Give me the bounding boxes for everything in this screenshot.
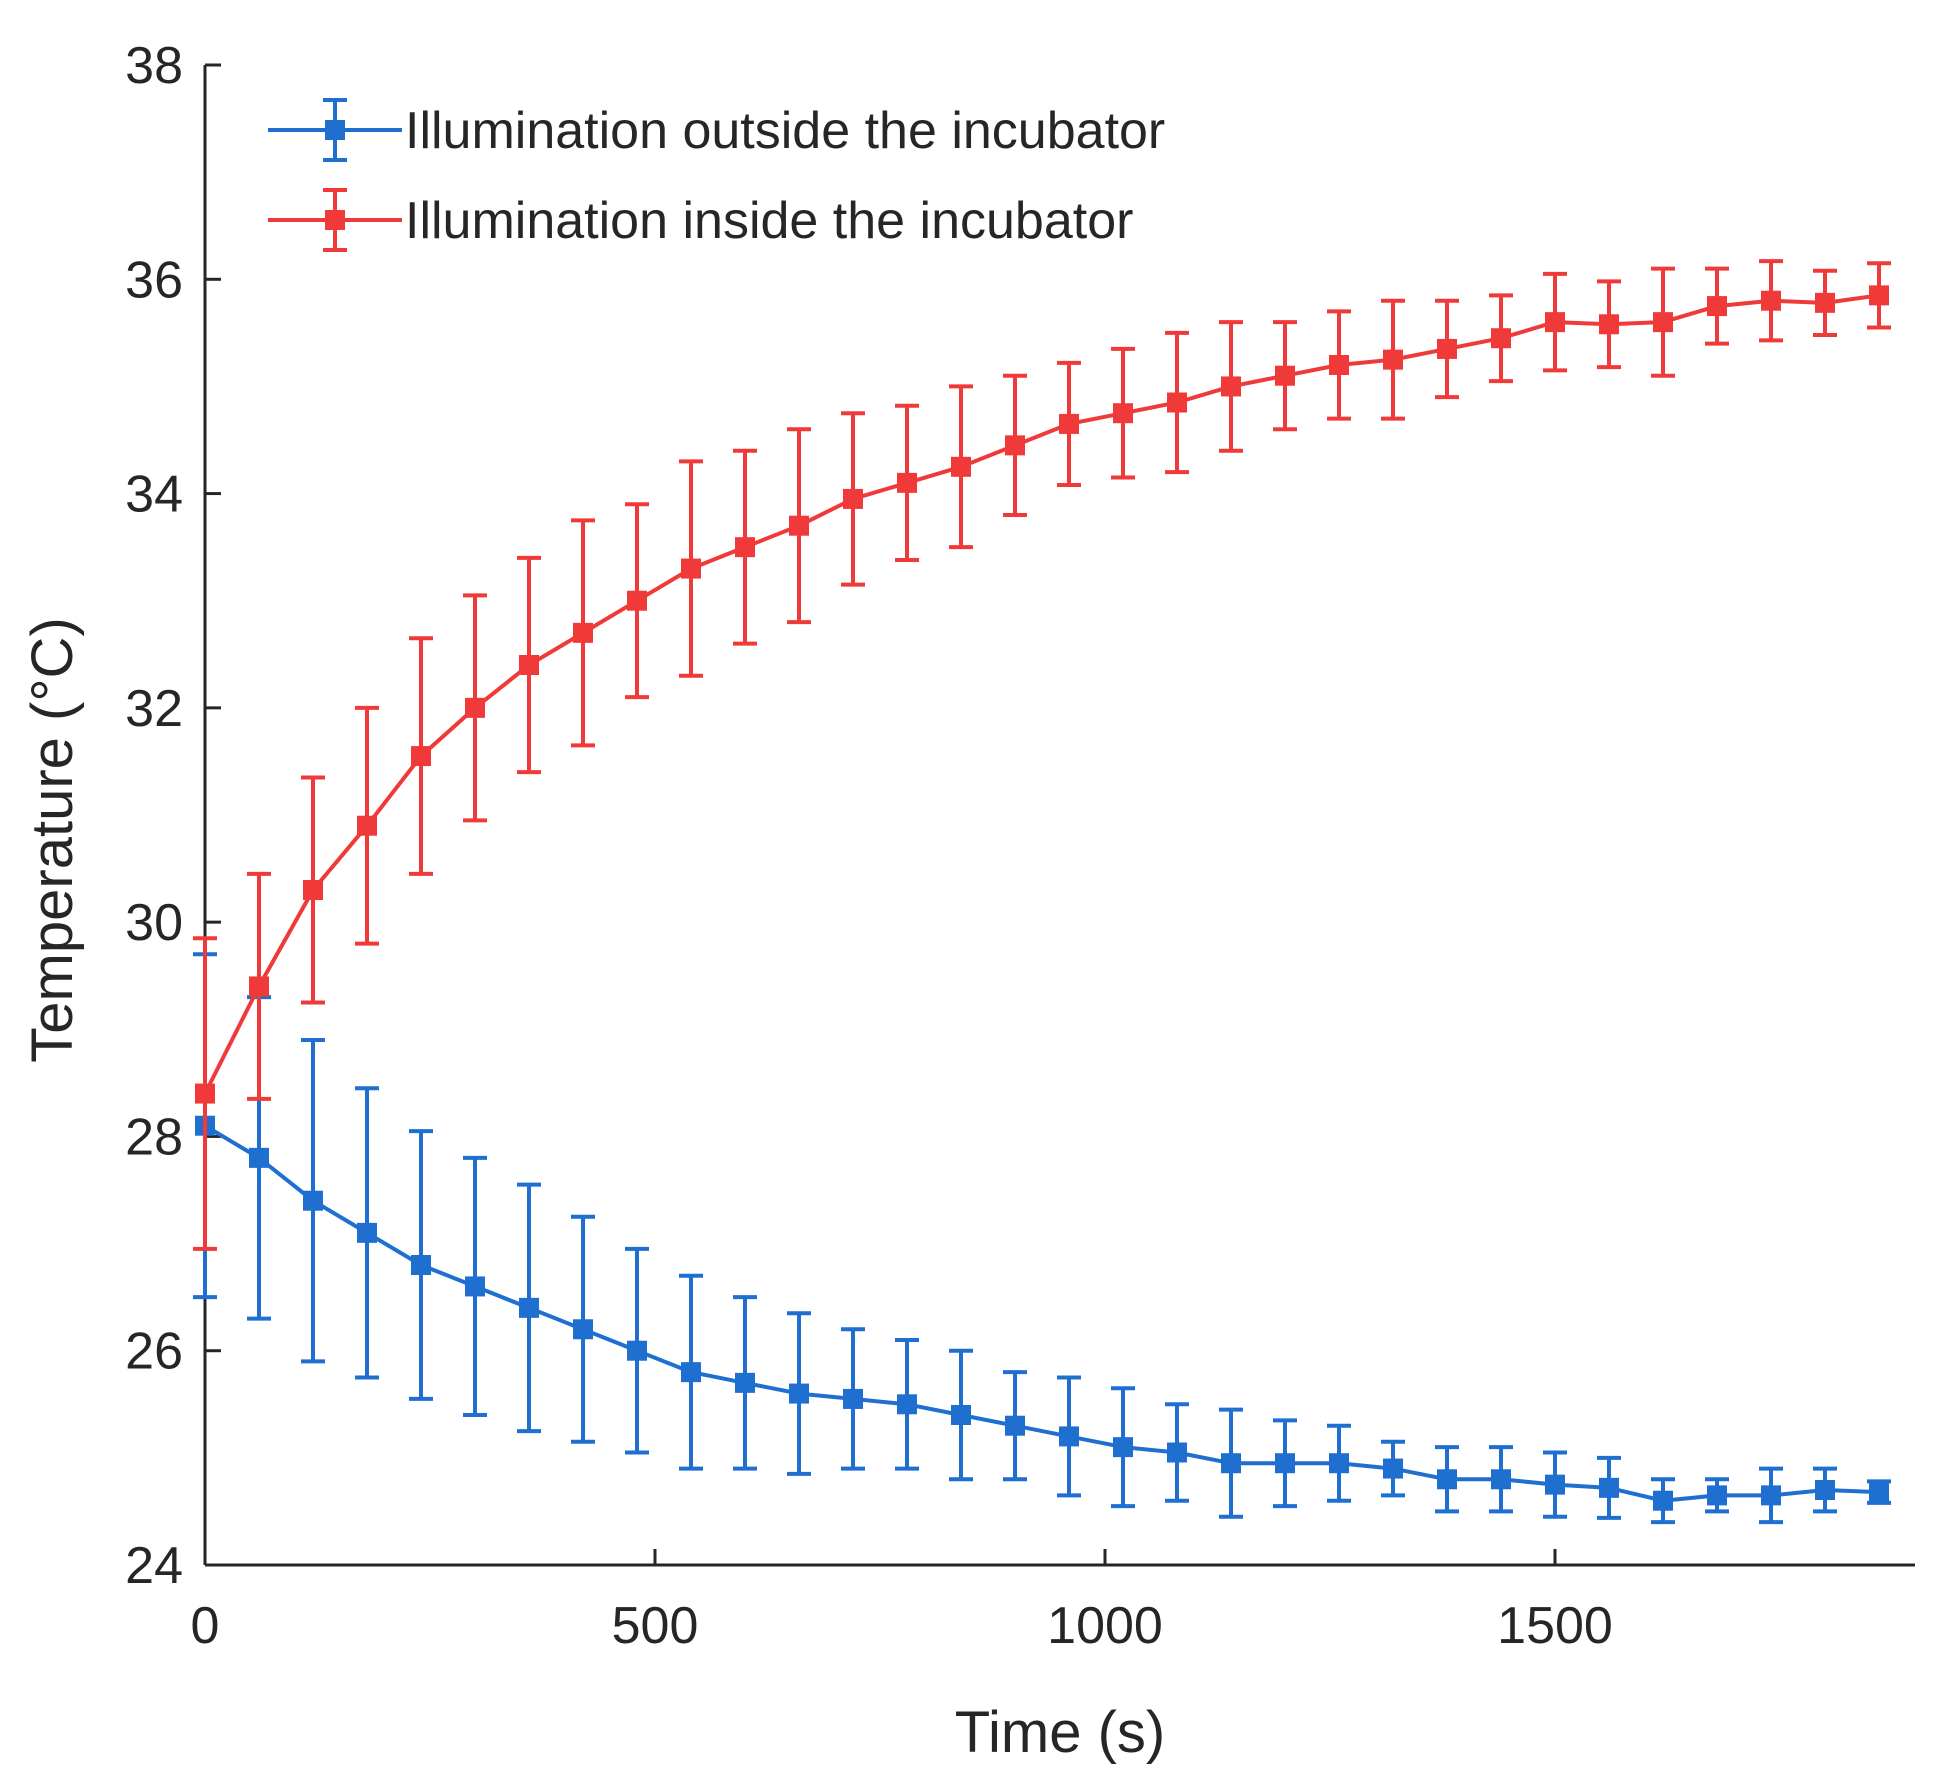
data-point xyxy=(1599,1477,1619,1498)
data-point xyxy=(1815,292,1835,313)
data-point xyxy=(1815,1480,1835,1500)
data-point xyxy=(951,456,971,477)
data-point xyxy=(249,976,269,997)
data-point xyxy=(1329,355,1349,375)
data-point xyxy=(1167,1442,1187,1463)
y-tick-label: 28 xyxy=(125,1108,183,1166)
axes: 0 500 1000 1500 24 26 28 30 32 34 36 38 xyxy=(125,37,1915,1655)
data-point xyxy=(735,1372,755,1393)
data-point xyxy=(357,1222,377,1243)
y-tick-label: 26 xyxy=(125,1323,183,1381)
legend-entry-outside: Illumination outside the incubator xyxy=(268,98,1165,162)
data-point xyxy=(681,1362,701,1383)
data-point xyxy=(1221,1453,1241,1474)
legend-marker xyxy=(325,210,345,230)
data-point xyxy=(1005,1415,1025,1436)
data-point xyxy=(1869,1482,1889,1503)
data-point xyxy=(1275,1453,1295,1474)
data-point xyxy=(897,1394,917,1415)
data-point xyxy=(1329,1453,1349,1474)
data-point xyxy=(1221,376,1241,397)
data-point xyxy=(1491,328,1511,349)
data-point xyxy=(627,1340,647,1361)
data-point xyxy=(411,1255,431,1275)
data-point xyxy=(1005,435,1025,456)
data-point xyxy=(1761,290,1781,311)
data-point xyxy=(735,537,755,558)
y-axis-ticks: 24 26 28 30 32 34 36 38 xyxy=(125,37,221,1595)
data-point xyxy=(1059,1426,1079,1447)
y-tick-label: 34 xyxy=(125,466,183,524)
x-axis-ticks: 0 500 1000 1500 xyxy=(191,1549,1613,1655)
data-point xyxy=(1653,1490,1673,1511)
legend-label-outside: Illumination outside the incubator xyxy=(405,102,1165,160)
data-point xyxy=(195,1083,215,1104)
data-point xyxy=(1113,403,1133,424)
data-point xyxy=(1599,314,1619,335)
data-point xyxy=(1707,296,1727,317)
data-point xyxy=(951,1405,971,1425)
legend-swatch-outside xyxy=(268,98,402,162)
data-point xyxy=(573,1319,593,1340)
data-point xyxy=(1167,392,1187,413)
data-point xyxy=(627,590,647,611)
data-point xyxy=(1491,1469,1511,1490)
data-point xyxy=(789,515,809,536)
legend-swatch-inside xyxy=(268,188,402,252)
data-point xyxy=(1545,312,1565,333)
x-axis-title: Time (s) xyxy=(955,1700,1165,1765)
data-point xyxy=(357,815,377,836)
data-point xyxy=(1545,1474,1565,1495)
data-point xyxy=(1707,1485,1727,1506)
data-point xyxy=(519,1297,539,1318)
data-point xyxy=(1869,285,1889,306)
legend-label-inside: Illumination inside the incubator xyxy=(405,192,1133,250)
data-point xyxy=(1653,312,1673,333)
legend: Illumination outside the incubator Illum… xyxy=(268,98,1165,252)
x-tick-label: 500 xyxy=(612,1597,699,1655)
data-point xyxy=(1383,1458,1403,1479)
y-tick-label: 36 xyxy=(125,251,183,309)
y-tick-label: 30 xyxy=(125,894,183,952)
plot-series xyxy=(193,259,1891,1525)
y-tick-label: 32 xyxy=(125,680,183,738)
y-axis-title: Temperature (°C) xyxy=(20,617,85,1062)
data-point xyxy=(249,1147,269,1168)
data-point xyxy=(573,622,593,643)
data-point xyxy=(465,697,485,718)
data-point xyxy=(843,488,863,509)
y-tick-label: 24 xyxy=(125,1537,183,1595)
data-point xyxy=(303,1190,323,1211)
legend-entry-inside: Illumination inside the incubator xyxy=(268,188,1133,252)
x-tick-label: 0 xyxy=(191,1597,220,1655)
data-point xyxy=(897,472,917,493)
data-point xyxy=(465,1276,485,1297)
x-tick-label: 1500 xyxy=(1497,1597,1613,1655)
data-point xyxy=(303,880,323,900)
data-point xyxy=(789,1383,809,1404)
data-point xyxy=(1761,1485,1781,1506)
data-point xyxy=(519,655,539,675)
data-point xyxy=(1437,338,1457,359)
legend-marker xyxy=(325,120,345,140)
x-tick-label: 1000 xyxy=(1047,1597,1163,1655)
data-point xyxy=(1275,365,1295,386)
data-point xyxy=(1113,1437,1133,1458)
data-point xyxy=(1383,349,1403,370)
data-point xyxy=(681,558,701,579)
data-point xyxy=(411,746,431,767)
y-tick-label: 38 xyxy=(125,37,183,95)
series-outside xyxy=(193,952,1891,1525)
data-point xyxy=(1437,1469,1457,1490)
series-inside xyxy=(193,259,1891,1251)
data-point xyxy=(843,1388,863,1409)
data-point xyxy=(1059,413,1079,434)
